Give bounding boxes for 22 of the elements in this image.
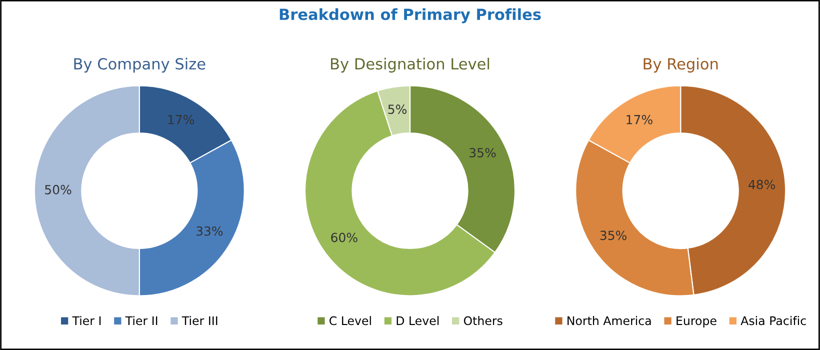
legend-label: Europe	[676, 316, 716, 328]
legend-label: Tier I	[72, 316, 101, 326]
legend-label: Others	[464, 316, 502, 326]
text: Breakdown of Primary Profiles	[280, 8, 541, 24]
data-label: 35%	[470, 148, 496, 158]
data-label: 60%	[331, 232, 358, 242]
data-label: 17%	[168, 114, 194, 124]
chart-title: By Company Size	[74, 58, 206, 73]
data-label: 17%	[626, 114, 652, 124]
data-label: 5%	[388, 104, 406, 114]
chart-title: By Region	[644, 58, 718, 73]
legend-label: C Level	[330, 316, 371, 326]
legend-label: Tier III	[182, 316, 218, 326]
legend-label: D Level	[396, 316, 439, 326]
data-label: 33%	[196, 226, 223, 236]
data-label: 48%	[748, 180, 776, 190]
legend-label: Tier II	[125, 316, 158, 326]
data-label: 35%	[600, 230, 626, 240]
legend-label: Asia Pacific	[740, 316, 806, 326]
chart-title: By Designation Level	[331, 58, 490, 73]
data-label: 50%	[45, 184, 72, 194]
legend-label: North America	[568, 316, 651, 326]
